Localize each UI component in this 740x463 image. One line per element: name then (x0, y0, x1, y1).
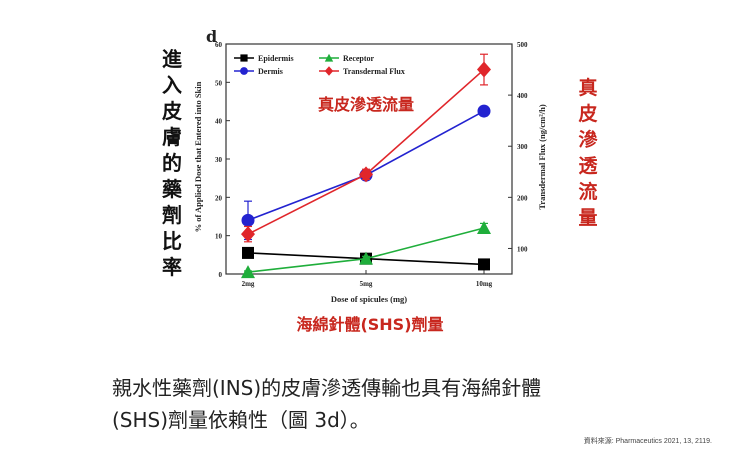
series-layer (241, 53, 491, 279)
data-point (477, 104, 491, 118)
x-tick-label: 2mg (242, 280, 255, 288)
vertical-char: 的 (162, 151, 182, 175)
y-left-tick-label: 0 (219, 271, 223, 279)
legend-marker (240, 54, 248, 62)
vertical-char: 皮 (162, 99, 182, 123)
series-epidermis (242, 246, 490, 271)
plot-frame (225, 43, 513, 275)
y-right-tick-label: 500 (517, 41, 528, 49)
vertical-char: 皮 (578, 102, 597, 125)
series-line (247, 110, 485, 222)
legend-marker (324, 66, 334, 76)
y-right-tick-label: 300 (517, 143, 528, 151)
legend-marker (324, 53, 334, 62)
y-left-tick-label: 40 (215, 118, 223, 126)
y-left-tick-label: 60 (215, 41, 223, 49)
vertical-char: 劑 (162, 203, 182, 227)
legend-item: Epidermis (234, 54, 294, 63)
right-vertical-label: 真皮滲透流量 (578, 76, 598, 229)
data-point (242, 246, 254, 259)
legend-item: Receptor (319, 53, 375, 63)
chart: 0 10 20 30 40 50 60 100 200 300 400 500 2mg 5mg 10mg E… (161, 27, 598, 334)
data-point (241, 213, 255, 227)
legend-item: Dermis (234, 67, 283, 76)
vertical-char: 膚 (162, 125, 182, 149)
data-point (359, 251, 373, 265)
y-left-tick-label: 30 (215, 156, 223, 164)
y-right-tick-label: 200 (517, 194, 528, 202)
vertical-char: 率 (162, 255, 182, 279)
y-left-tick-label: 50 (215, 79, 223, 87)
data-point (477, 61, 491, 78)
legend-label: Epidermis (258, 54, 294, 63)
data-point (477, 221, 491, 234)
y-right-tick-label: 400 (517, 92, 528, 100)
vertical-char: 流 (578, 180, 597, 203)
vertical-char: 入 (162, 73, 182, 97)
caption-line-2: (SHS)劑量依賴性（圖 3d）。 (112, 408, 370, 432)
vertical-char: 透 (578, 155, 598, 177)
series-line (247, 227, 485, 273)
x-axis-label: Dose of spicules (mg) (331, 294, 407, 304)
y-axis-label-left: % of Applied Dose that Entered into Skin (193, 81, 203, 232)
tick-labels: 0 10 20 30 40 50 60 100 200 300 400 500 2mg 5mg 10mg (215, 41, 528, 288)
inner-annotation: 真皮滲透流量 (318, 95, 414, 114)
panel-label: d (206, 27, 217, 46)
legend-label: Dermis (258, 67, 283, 76)
y-left-tick-label: 10 (215, 233, 223, 241)
legend-label: Receptor (343, 54, 375, 63)
data-point (359, 166, 373, 183)
y-axis-label-right: Transdermal Flux (ng/cm²/h) (537, 104, 547, 210)
legend-item: Transdermal Flux (319, 66, 405, 76)
series-receptor (241, 221, 491, 279)
x-tick-label: 5mg (360, 280, 373, 288)
series-transdermal-flux (241, 53, 491, 243)
vertical-char: 藥 (161, 177, 183, 201)
vertical-char: 量 (578, 207, 597, 229)
caption-line-1: 親水性藥劑(INS)的皮膚滲透傳輸也具有海綿針體 (112, 376, 542, 400)
data-point (478, 258, 490, 271)
vertical-char: 滲 (578, 129, 598, 151)
x-tick-label: 10mg (476, 280, 493, 288)
y-left-tick-label: 20 (215, 194, 223, 202)
y-right-tick-label: 100 (517, 245, 528, 253)
source-note: 資料來源: Pharmaceutics 2021, 13, 2119. (583, 438, 712, 445)
legend-marker (240, 67, 248, 75)
plot-axes (225, 43, 513, 275)
vertical-char: 真 (578, 76, 597, 99)
data-point (241, 265, 255, 279)
vertical-char: 比 (162, 229, 182, 253)
legend: Epidermis Receptor Dermis Transdermal Flux (234, 53, 405, 76)
data-point (241, 226, 255, 243)
x-label-chinese: 海綿針體(SHS)劑量 (296, 315, 443, 334)
vertical-char: 進 (162, 47, 182, 71)
legend-label: Transdermal Flux (343, 67, 405, 76)
